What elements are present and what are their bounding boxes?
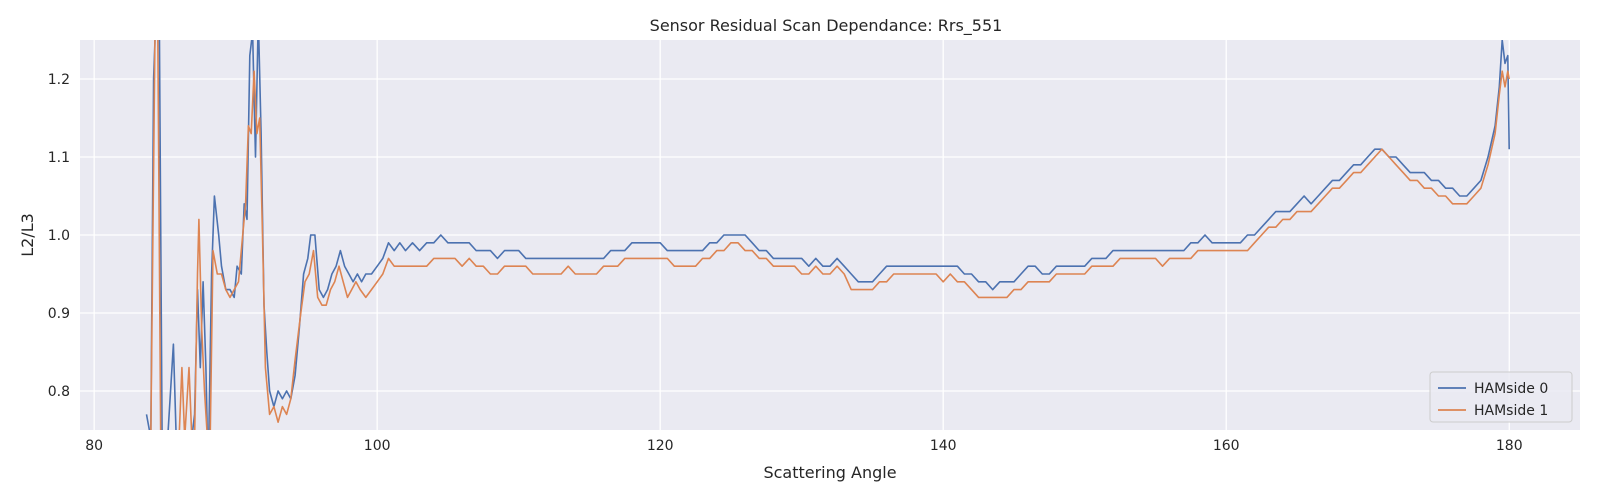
series-lines bbox=[145, 40, 1510, 430]
y-tick-label: 0.8 bbox=[48, 384, 70, 400]
y-axis-label: L2/L3 bbox=[18, 213, 37, 257]
x-tick-label: 120 bbox=[647, 438, 674, 454]
x-tick-label: 80 bbox=[85, 438, 103, 454]
series-line-1 bbox=[150, 40, 1510, 430]
x-tick-label: 180 bbox=[1496, 438, 1523, 454]
plot-area bbox=[80, 40, 1580, 430]
series-line-0 bbox=[145, 40, 1510, 430]
x-tick-label: 100 bbox=[364, 438, 391, 454]
chart-title: Sensor Residual Scan Dependance: Rrs_551 bbox=[650, 16, 1003, 36]
y-axis-ticks: 0.8 0.9 1.0 1.1 1.2 bbox=[48, 72, 70, 400]
x-tick-label: 160 bbox=[1213, 438, 1240, 454]
legend: HAMside 0 HAMside 1 bbox=[1429, 371, 1573, 423]
x-tick-label: 140 bbox=[930, 438, 957, 454]
legend-label: HAMside 0 bbox=[1474, 381, 1548, 397]
y-tick-label: 1.0 bbox=[48, 228, 70, 244]
x-axis-ticks: 80 100 120 140 160 180 bbox=[85, 438, 1522, 454]
x-axis-label: Scattering Angle bbox=[763, 463, 896, 482]
y-tick-label: 1.2 bbox=[48, 72, 70, 88]
legend-label: HAMside 1 bbox=[1474, 403, 1548, 419]
y-tick-label: 0.9 bbox=[48, 306, 70, 322]
y-tick-label: 1.1 bbox=[48, 150, 70, 166]
grid-lines bbox=[80, 40, 1580, 430]
